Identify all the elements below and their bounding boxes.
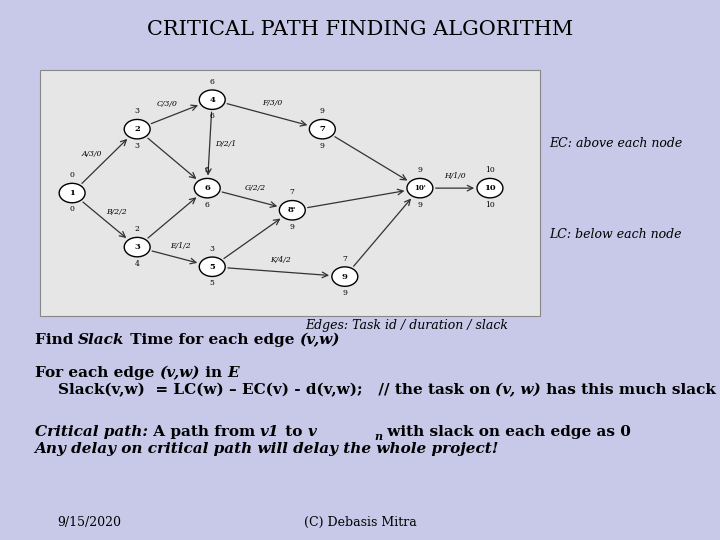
- Circle shape: [310, 119, 336, 139]
- Text: 0: 0: [70, 206, 75, 213]
- Text: v: v: [307, 425, 316, 439]
- Circle shape: [407, 178, 433, 198]
- Text: 7: 7: [290, 188, 294, 196]
- Text: Time for each edge: Time for each edge: [125, 333, 300, 347]
- Text: 5: 5: [210, 279, 215, 287]
- Text: 6: 6: [210, 112, 215, 120]
- Text: has this much slack time: has this much slack time: [541, 383, 720, 397]
- Text: G/2/2: G/2/2: [244, 184, 266, 192]
- Text: Edges: Task id / duration / slack: Edges: Task id / duration / slack: [305, 319, 508, 332]
- Text: C/3/0: C/3/0: [157, 100, 178, 108]
- Text: K/4/2: K/4/2: [270, 256, 290, 264]
- Circle shape: [199, 257, 225, 276]
- Text: Any delay on critical path will delay the whole project!: Any delay on critical path will delay th…: [35, 442, 499, 456]
- Text: E/1/2: E/1/2: [170, 242, 190, 249]
- Text: H/1/0: H/1/0: [444, 172, 466, 180]
- Text: 5: 5: [210, 263, 215, 271]
- Text: (v,w): (v,w): [159, 366, 199, 380]
- Text: 3: 3: [135, 107, 140, 115]
- Circle shape: [125, 119, 150, 139]
- Text: For each edge: For each edge: [35, 366, 159, 380]
- Text: 7: 7: [320, 125, 325, 133]
- Text: 6: 6: [204, 200, 210, 208]
- Text: 6: 6: [210, 78, 215, 86]
- Text: Find: Find: [35, 333, 78, 347]
- Text: (v,w): (v,w): [300, 333, 340, 347]
- Text: 9: 9: [290, 222, 294, 231]
- Text: 6: 6: [204, 184, 210, 192]
- Circle shape: [125, 238, 150, 257]
- Text: F/3/0: F/3/0: [263, 99, 283, 107]
- Text: D/2/1: D/2/1: [215, 140, 236, 148]
- Text: 9: 9: [320, 107, 325, 115]
- Text: 3: 3: [135, 243, 140, 251]
- Text: Slack: Slack: [78, 333, 125, 347]
- Text: LC: below each node: LC: below each node: [549, 228, 682, 241]
- Text: to: to: [279, 425, 307, 439]
- Text: 4: 4: [135, 260, 140, 267]
- Text: A/3/0: A/3/0: [82, 150, 102, 158]
- Text: 8': 8': [288, 206, 297, 214]
- Text: 9: 9: [343, 289, 347, 297]
- Text: A path from: A path from: [148, 425, 260, 439]
- Circle shape: [194, 178, 220, 198]
- Text: Slack(v,w)  = LC(w) – EC(v) - d(v,w);   // the task on: Slack(v,w) = LC(w) – EC(v) - d(v,w); // …: [58, 383, 495, 397]
- Text: B/2/2: B/2/2: [106, 208, 127, 216]
- Text: 9/15/2020: 9/15/2020: [58, 516, 122, 529]
- Text: 2: 2: [135, 125, 140, 133]
- Text: EC: above each node: EC: above each node: [549, 137, 683, 150]
- Text: 0: 0: [70, 171, 75, 179]
- Circle shape: [279, 200, 305, 220]
- Text: 10: 10: [485, 200, 495, 208]
- Text: 9: 9: [418, 200, 423, 208]
- Text: 9: 9: [418, 166, 423, 174]
- Text: E: E: [227, 366, 239, 380]
- Text: n: n: [374, 431, 382, 442]
- Text: (C) Debasis Mitra: (C) Debasis Mitra: [304, 516, 416, 529]
- Text: 5: 5: [204, 166, 210, 174]
- Text: 10': 10': [414, 184, 426, 192]
- Text: 9: 9: [342, 273, 348, 281]
- Text: Critical path:: Critical path:: [35, 425, 148, 439]
- Circle shape: [332, 267, 358, 286]
- Text: 4: 4: [210, 96, 215, 104]
- Text: 10: 10: [485, 166, 495, 174]
- Text: 3: 3: [135, 141, 140, 150]
- Text: 2: 2: [135, 225, 140, 233]
- Text: with slack on each edge as 0: with slack on each edge as 0: [382, 425, 631, 439]
- Text: CRITICAL PATH FINDING ALGORITHM: CRITICAL PATH FINDING ALGORITHM: [147, 20, 573, 39]
- Circle shape: [199, 90, 225, 110]
- Text: 10: 10: [484, 184, 496, 192]
- Text: in: in: [199, 366, 227, 380]
- Text: 3: 3: [210, 245, 215, 253]
- Text: v1: v1: [260, 425, 279, 439]
- Text: 9: 9: [320, 141, 325, 150]
- Text: 7: 7: [343, 254, 347, 262]
- Text: (v, w): (v, w): [495, 383, 541, 397]
- Circle shape: [59, 184, 85, 202]
- Circle shape: [477, 178, 503, 198]
- FancyBboxPatch shape: [40, 70, 540, 316]
- Text: 1: 1: [69, 189, 75, 197]
